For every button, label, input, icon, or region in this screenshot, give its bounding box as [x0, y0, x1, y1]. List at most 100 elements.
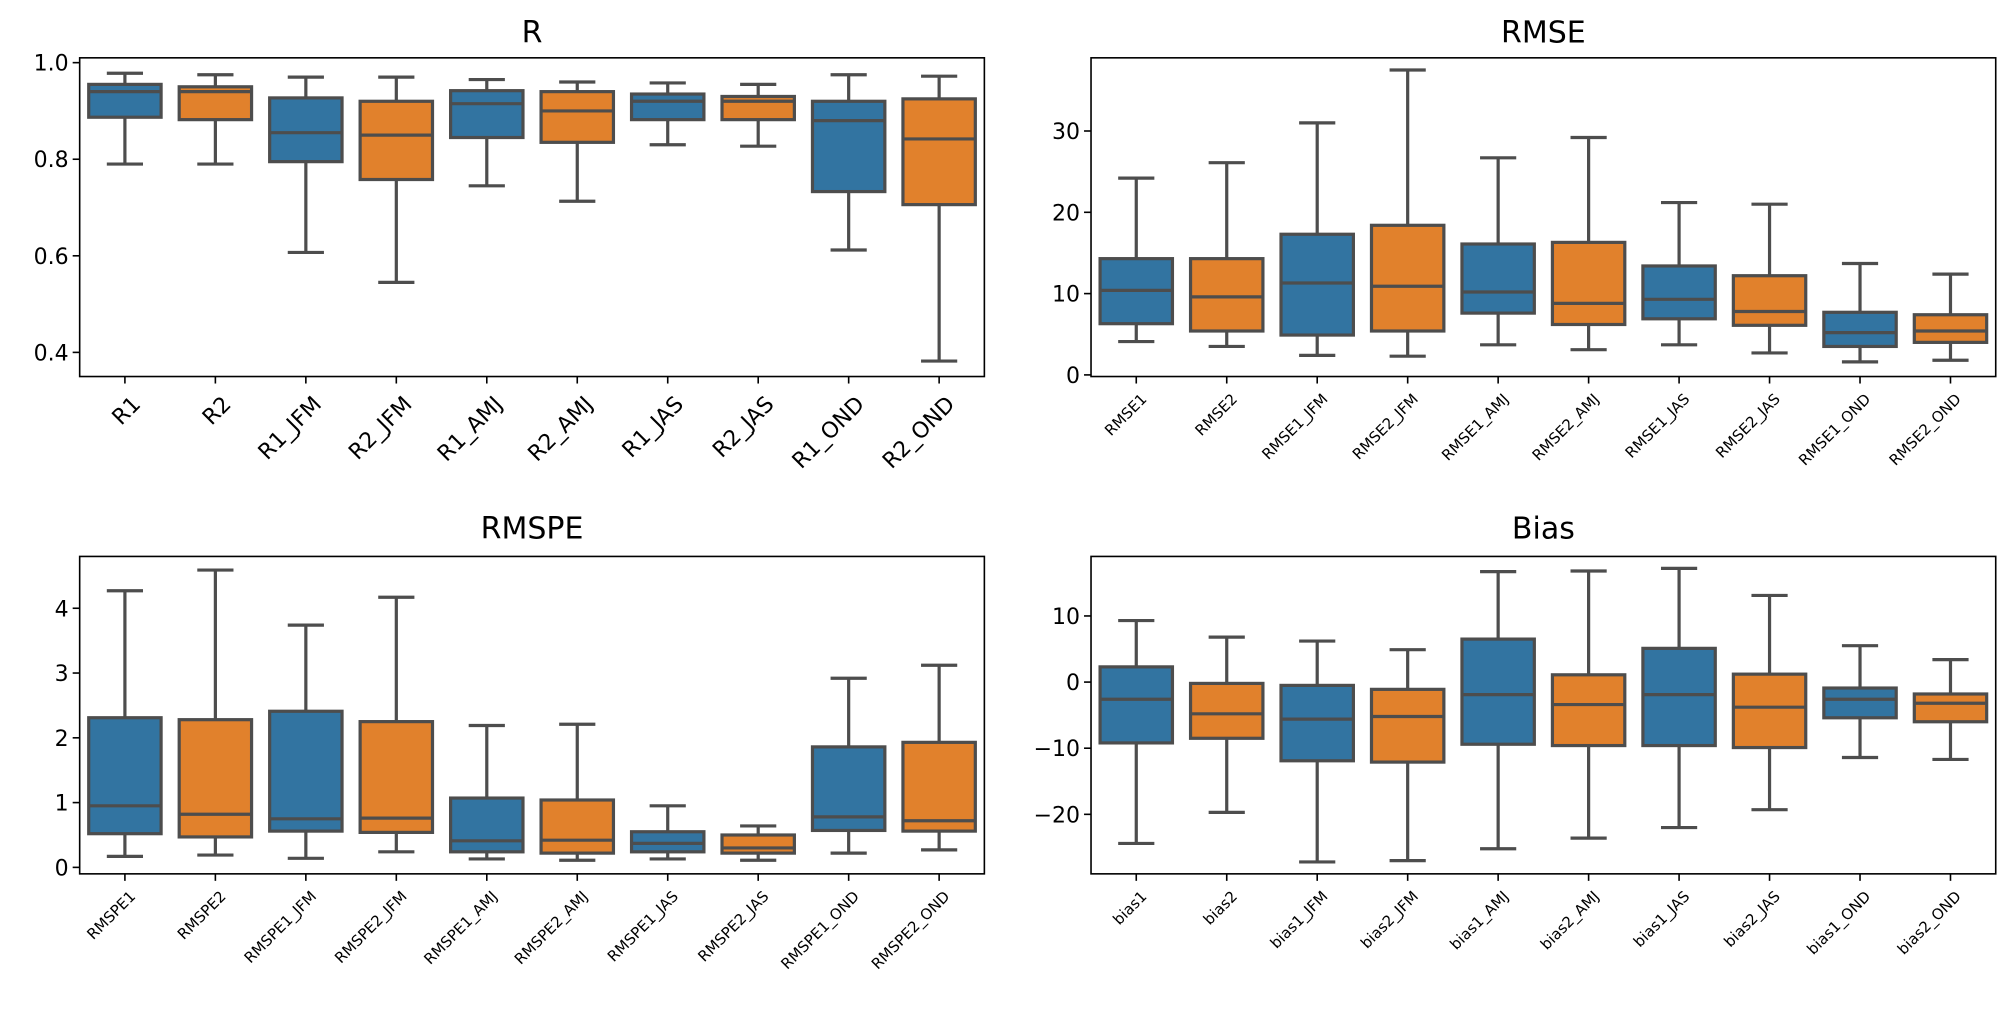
y-tick-label: 0.6 — [34, 245, 69, 270]
box-RMSE2_JAS — [1731, 202, 1808, 355]
y-tick-label: −20 — [1034, 803, 1080, 828]
x-tick-label: RMSPE1_AMJ — [420, 887, 501, 968]
box-bias2_JFM — [1369, 648, 1446, 863]
box-RMSPE1_JAS — [629, 804, 706, 861]
x-tick-label: R2_OND — [878, 392, 960, 474]
y-tick-label: 30 — [1052, 120, 1080, 145]
x-tick-label: RMSE2_JAS — [1712, 390, 1784, 462]
box-bias2_OND — [1912, 657, 1989, 762]
iqr-box — [1912, 313, 1989, 344]
iqr-box — [1822, 686, 1898, 720]
x-tick-label: bias1_AMJ — [1446, 887, 1513, 954]
y-tick-label: 3 — [55, 662, 69, 687]
x-tick-label: R2_JFM — [344, 392, 417, 465]
x-tick-label: RMSPE2_JFM — [331, 887, 411, 967]
x-tick-label: R1_OND — [788, 392, 870, 474]
x-tick-label: RMSE1_AMJ — [1438, 390, 1513, 465]
y-tick-label: 4 — [55, 597, 69, 622]
x-tick-label: bias2_OND — [1894, 887, 1966, 959]
box-bias2_AMJ — [1550, 569, 1627, 840]
x-tick-label: R2 — [198, 392, 236, 430]
iqr-box — [1188, 257, 1265, 333]
box-RMSE2_AMJ — [1550, 135, 1627, 352]
x-tick-label: bias1_OND — [1803, 887, 1875, 959]
box-R2_OND — [901, 74, 977, 363]
iqr-box — [720, 833, 796, 855]
box-RMSE1 — [1098, 176, 1175, 344]
panel-r: R 0.4 0.6 0.8 1.0 R1 R2 R1_JFM R2_JFM R1_AMJ R2_AM… — [34, 15, 986, 474]
x-tick-label: bias1_JFM — [1267, 887, 1333, 953]
box-RMSE1_JFM — [1279, 121, 1355, 357]
box-bias1_AMJ — [1460, 570, 1536, 851]
iqr-box — [1731, 672, 1808, 750]
iqr-box — [358, 99, 435, 182]
x-tick-label: R1_JFM — [254, 392, 327, 465]
box-RMSPE2_JFM — [358, 595, 435, 854]
axes-frame — [1090, 555, 1997, 875]
box-bias2_JAS — [1731, 593, 1808, 812]
box-R2 — [177, 73, 254, 166]
box-RMSPE1_JFM — [268, 623, 344, 860]
x-tick-label: bias2_AMJ — [1537, 887, 1604, 954]
iqr-box — [177, 718, 254, 839]
x-tick-label: RMSE2_OND — [1886, 390, 1966, 470]
box-bias1_OND — [1822, 644, 1898, 760]
panel-bias: Bias −20 −10 0 10 bias1 bias2 bias1_JFM bias2_JF… — [1034, 511, 1997, 959]
box-R2_AMJ — [539, 80, 616, 203]
box-RMSPE2_OND — [901, 663, 977, 852]
x-tick-label: bias2_JFM — [1357, 887, 1423, 953]
y-tick-label: 2 — [55, 727, 69, 752]
y-tick-label: 1.0 — [34, 52, 69, 77]
iqr-box — [1731, 274, 1808, 327]
iqr-box — [1460, 242, 1536, 315]
box-RMSE1_JAS — [1641, 200, 1717, 347]
chart-title: Bias — [1512, 511, 1575, 546]
x-tick-label: RMSE1_JFM — [1258, 390, 1332, 464]
box-R1 — [87, 71, 163, 166]
y-tick-label: 10 — [1052, 605, 1080, 630]
iqr-box — [629, 830, 706, 854]
chart-title: R — [522, 15, 543, 50]
iqr-box — [87, 716, 163, 836]
iqr-box — [358, 720, 435, 834]
x-tick-label: RMSPE2 — [174, 887, 230, 943]
box-R1_OND — [810, 73, 887, 252]
box-R2_JAS — [720, 82, 796, 148]
x-tick-label: RMSPE1_OND — [777, 887, 863, 973]
box-RMSPE2 — [177, 568, 254, 857]
y-tick-label: 0.4 — [34, 341, 69, 366]
x-tick-label: R1_JAS — [618, 392, 689, 463]
iqr-box — [539, 798, 616, 855]
y-tick-label: −10 — [1034, 737, 1080, 762]
iqr-box — [1369, 687, 1446, 764]
iqr-box — [1550, 240, 1627, 327]
x-tick-label: bias2 — [1200, 887, 1241, 928]
y-tick-label: 1 — [55, 792, 69, 817]
iqr-box — [1822, 310, 1898, 349]
x-tick-label: RMSE2_AMJ — [1529, 390, 1604, 465]
box-RMSE2_JFM — [1369, 68, 1446, 358]
x-tick-label: RMSE1_OND — [1795, 390, 1875, 470]
x-tick-label: R1 — [108, 392, 146, 430]
y-tick-label: 0 — [55, 856, 69, 881]
x-tick-label: bias2_JAS — [1720, 887, 1784, 951]
iqr-box — [1279, 232, 1355, 337]
iqr-box — [268, 709, 344, 833]
iqr-box — [1550, 673, 1627, 748]
box-RMSPE1_AMJ — [448, 723, 525, 861]
x-tick-label: RMSE2 — [1192, 390, 1241, 439]
axes-frame — [1090, 57, 1997, 378]
x-tick-label: RMSPE1_JAS — [604, 887, 683, 966]
box-RMSE1_OND — [1822, 261, 1898, 364]
axes-frame — [78, 555, 986, 875]
x-tick-label: RMSPE1 — [83, 887, 139, 943]
box-bias1_JAS — [1641, 566, 1717, 830]
iqr-box — [1641, 264, 1717, 321]
iqr-box — [87, 82, 163, 119]
iqr-box — [1912, 692, 1989, 724]
iqr-box — [448, 89, 525, 140]
box-RMSE2_OND — [1912, 272, 1989, 362]
x-tick-label: RMSPE2_JAS — [694, 887, 773, 966]
